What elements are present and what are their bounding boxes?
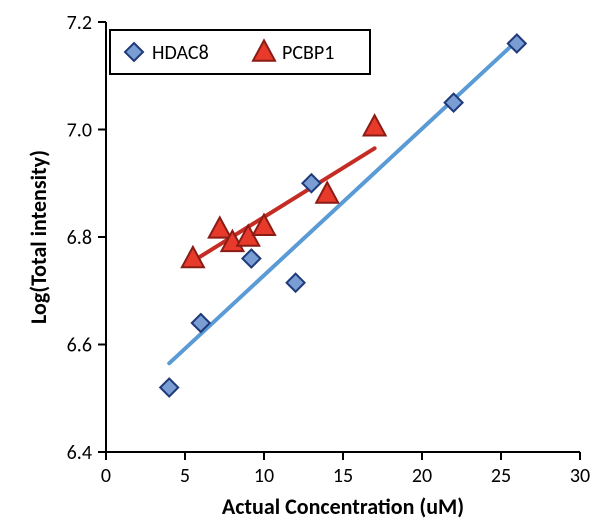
x-tick-label: 15 [333,464,353,488]
y-axis-label: Log(Total intensity) [25,150,52,324]
x-tick-label: 20 [412,464,432,488]
scatter-chart: 0 5 10 15 20 25 30 6.4 6.6 6.8 7.0 7.2 Actual Concen… [0,0,604,524]
x-tick-label: 30 [570,464,590,488]
chart-container: 0 5 10 15 20 25 30 6.4 6.6 6.8 7.0 7.2 Actual Concen… [0,0,604,524]
x-tick-label: 25 [491,464,511,488]
y-tick-label: 6.6 [67,334,92,358]
y-tick-label: 6.4 [67,441,92,465]
x-tick-label: 5 [180,464,190,488]
legend-label: HDAC8 [152,41,209,65]
y-tick-label: 7.0 [67,119,92,143]
x-tick-label: 10 [254,464,274,488]
y-tick-label: 6.8 [67,226,92,250]
legend-label: PCBP1 [282,41,334,65]
x-axis-label: Actual Concentration (uM) [222,493,464,520]
y-tick-label: 7.2 [67,11,92,35]
x-tick-label: 0 [101,464,111,488]
